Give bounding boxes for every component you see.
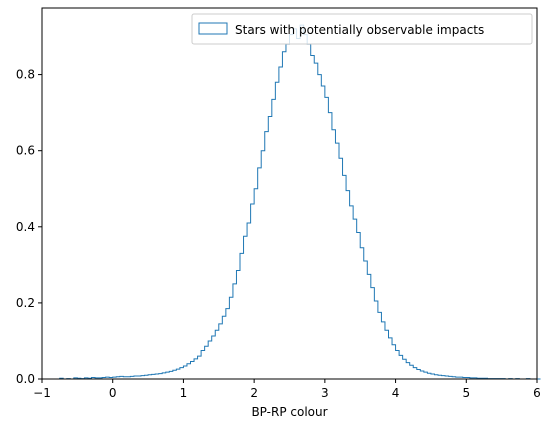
axes-frame xyxy=(42,8,537,379)
x-tick-label: 6 xyxy=(533,386,541,400)
x-tick-label: 5 xyxy=(462,386,470,400)
x-axis: −1 0 1 2 3 4 5 6 xyxy=(33,379,541,400)
y-tick-label: 0.2 xyxy=(16,296,35,310)
x-tick-label: 1 xyxy=(180,386,188,400)
y-axis: 0.0 0.2 0.4 0.6 0.8 xyxy=(16,68,42,386)
y-tick-label: 0.0 xyxy=(16,372,35,386)
legend: Stars with potentially observable impact… xyxy=(192,14,532,44)
y-tick-label: 0.8 xyxy=(16,68,35,82)
x-tick-label: 2 xyxy=(250,386,258,400)
y-tick-label: 0.6 xyxy=(16,144,35,158)
y-tick-label: 0.4 xyxy=(16,220,35,234)
plot-area xyxy=(60,25,541,379)
legend-label: Stars with potentially observable impact… xyxy=(235,23,484,37)
x-tick-label: 4 xyxy=(392,386,400,400)
x-tick-label: 3 xyxy=(321,386,329,400)
x-tick-label: 0 xyxy=(109,386,117,400)
x-axis-label: BP-RP colour xyxy=(251,405,327,419)
x-tick-label: −1 xyxy=(33,386,51,400)
histogram-step-line xyxy=(60,25,541,379)
